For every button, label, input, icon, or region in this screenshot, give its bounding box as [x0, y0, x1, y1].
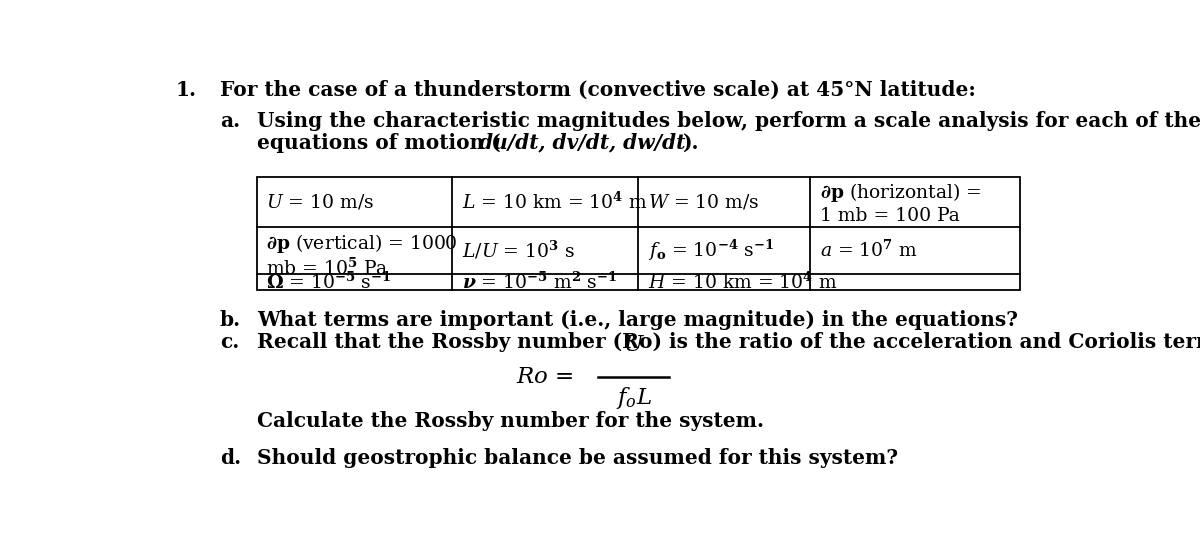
Text: $\boldsymbol{\partial}\mathbf{p}$ (horizontal) =
1 mb = 100 Pa: $\boldsymbol{\partial}\mathbf{p}$ (horiz… [820, 181, 982, 225]
Text: $\mathbf{\mathit{f}_o}$ = 10$\mathbf{^{-4}}$ s$\mathbf{^{-1}}$: $\mathbf{\mathit{f}_o}$ = 10$\mathbf{^{-… [648, 238, 774, 263]
Text: For the case of a thunderstorm (convective scale) at 45°N latitude:: For the case of a thunderstorm (convecti… [220, 80, 976, 100]
Text: ).: ). [683, 133, 700, 153]
Text: Calculate the Rossby number for the system.: Calculate the Rossby number for the syst… [257, 411, 764, 431]
Text: $\boldsymbol{\Omega}$ = 10$\mathbf{^{-5}}$ s$\mathbf{^{-1}}$: $\boldsymbol{\Omega}$ = 10$\mathbf{^{-5}… [266, 271, 391, 293]
Text: 1.: 1. [176, 80, 197, 100]
Bar [257, 177, 1020, 290]
Text: b.: b. [220, 310, 241, 330]
Text: Using the characteristic magnitudes below, perform a scale analysis for each of : Using the characteristic magnitudes belo… [257, 111, 1200, 131]
Text: $\mathbf{\mathit{U}}$ = 10 m/s: $\mathbf{\mathit{U}}$ = 10 m/s [266, 193, 374, 212]
Text: Should geostrophic balance be assumed for this system?: Should geostrophic balance be assumed fo… [257, 448, 898, 468]
Text: $\mathit{f_o}\mathit{L}$: $\mathit{f_o}\mathit{L}$ [616, 385, 652, 411]
Text: $\mathbf{\mathit{L/U}}$ = 10$\mathbf{^3}$ s: $\mathbf{\mathit{L/U}}$ = 10$\mathbf{^3}… [462, 239, 575, 262]
Text: a.: a. [220, 111, 240, 131]
Text: $\mathit{U}$: $\mathit{U}$ [623, 334, 644, 355]
Text: $\mathit{Ro}$ =: $\mathit{Ro}$ = [516, 366, 574, 388]
Text: du/dt, dv/dt, dw/dt: du/dt, dv/dt, dw/dt [479, 133, 685, 153]
Text: $\mathbf{\mathit{a}}$ = 10$\mathbf{^7}$ m: $\mathbf{\mathit{a}}$ = 10$\mathbf{^7}$ … [820, 240, 917, 261]
Text: $\boldsymbol{\partial}\mathbf{p}$ (vertical) = 1000
mb = 10$\mathbf{^5}$ Pa: $\boldsymbol{\partial}\mathbf{p}$ (verti… [266, 232, 458, 279]
Text: d.: d. [220, 448, 241, 468]
Text: Recall that the Rossby number (Ro) is the ratio of the acceleration and Coriolis: Recall that the Rossby number (Ro) is th… [257, 333, 1200, 353]
Text: $\mathbf{\mathit{L}}$ = 10 km = 10$\mathbf{^4}$ m: $\mathbf{\mathit{L}}$ = 10 km = 10$\math… [462, 192, 647, 213]
Text: What terms are important (i.e., large magnitude) in the equations?: What terms are important (i.e., large ma… [257, 310, 1018, 330]
Text: $\mathbf{\mathit{W}}$ = 10 m/s: $\mathbf{\mathit{W}}$ = 10 m/s [648, 193, 758, 212]
Text: equations of motion (: equations of motion ( [257, 133, 500, 153]
Text: $\mathbf{\mathit{H}}$ = 10 km = 10$\mathbf{^4}$ m: $\mathbf{\mathit{H}}$ = 10 km = 10$\math… [648, 271, 838, 293]
Text: $\boldsymbol{\nu}$ = 10$\mathbf{^{-5}}$ m$\mathbf{^2}$ s$\mathbf{^{-1}}$: $\boldsymbol{\nu}$ = 10$\mathbf{^{-5}}$ … [462, 271, 617, 293]
Text: c.: c. [220, 333, 239, 353]
